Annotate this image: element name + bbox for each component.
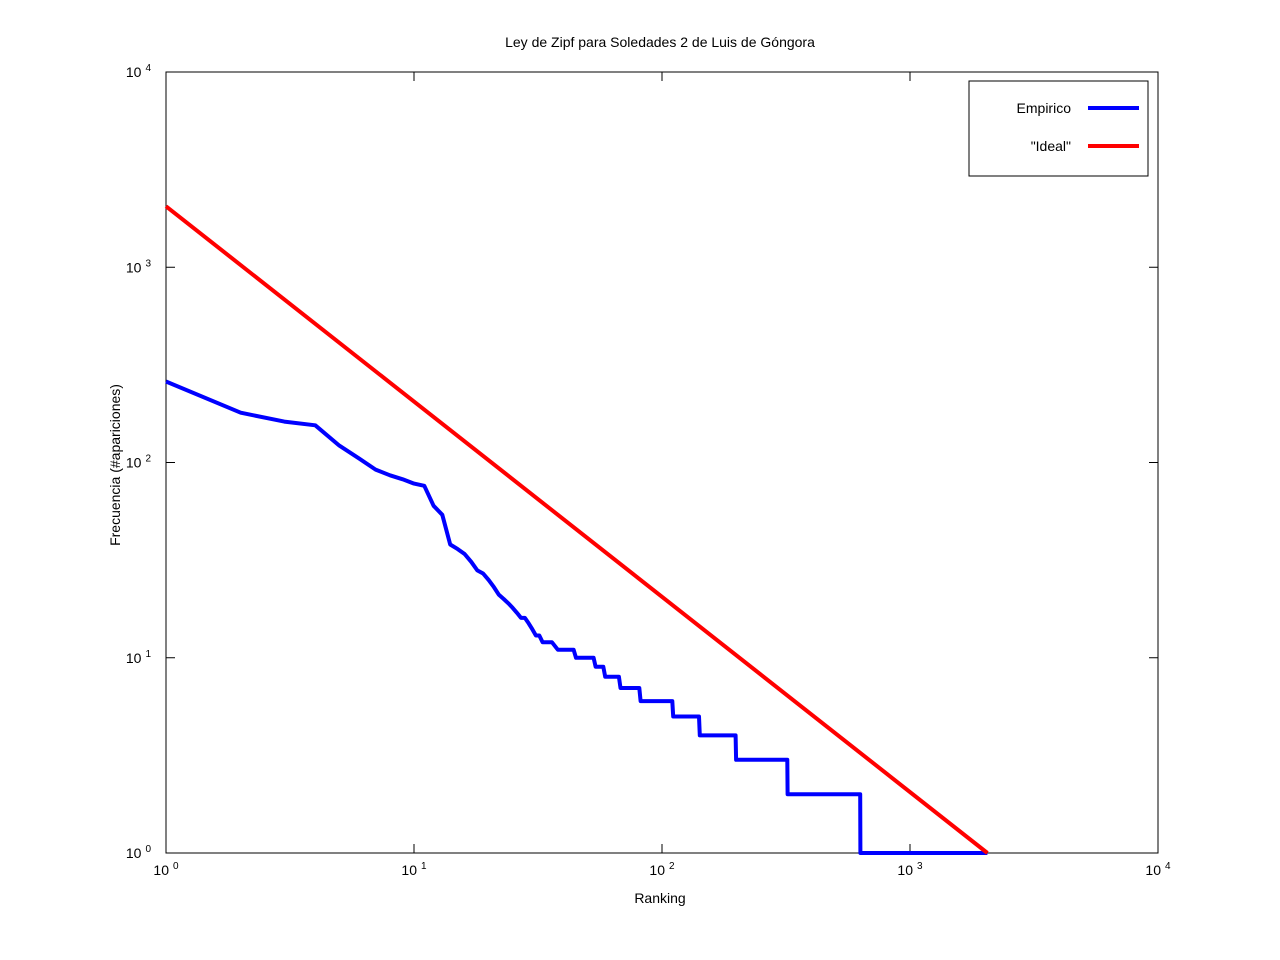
- y-tick-base: 10: [126, 64, 142, 80]
- y-tick-base: 10: [126, 259, 142, 275]
- axis-ticks: 10 0 10 1 10 2 10 3 10 410 010 110 210 310 4: [126, 63, 1171, 878]
- y-tick-exp: 1: [145, 649, 151, 660]
- y-tick-base: 10: [126, 650, 142, 666]
- series-layer: [164, 204, 989, 855]
- legend-box: [968, 80, 1149, 177]
- y-tick-label: 10 4: [126, 63, 152, 80]
- x-tick-exp: 3: [917, 861, 923, 872]
- y-axis-label: Frecuencia (#apariciones): [107, 384, 123, 546]
- y-tick-label: 10 0: [126, 844, 152, 861]
- x-tick-label: 10 4: [1145, 861, 1171, 878]
- legend-label-ideal: "Ideal": [1031, 138, 1071, 154]
- x-tick-base: 10: [153, 862, 169, 878]
- legend-label-empirico: Empirico: [1017, 100, 1072, 116]
- x-tick-exp: 1: [421, 861, 427, 872]
- y-tick-base: 10: [126, 455, 142, 471]
- x-tick-exp: 4: [1165, 861, 1171, 872]
- y-tick-label: 10 1: [126, 649, 152, 666]
- y-tick-exp: 2: [145, 454, 151, 465]
- x-axis-label: Ranking: [634, 890, 685, 906]
- x-tick-exp: 0: [173, 861, 179, 872]
- x-tick-base: 10: [401, 862, 417, 878]
- x-tick-base: 10: [649, 862, 665, 878]
- plot-frame: [165, 71, 1159, 854]
- y-tick-base: 10: [126, 845, 142, 861]
- y-tick-exp: 4: [145, 63, 151, 74]
- x-tick-label: 10 0: [153, 861, 179, 878]
- chart-title: Ley de Zipf para Soledades 2 de Luis de …: [505, 34, 815, 50]
- x-tick-label: 10 2: [649, 861, 675, 878]
- x-tick-exp: 2: [669, 861, 675, 872]
- y-tick-exp: 0: [145, 844, 151, 855]
- legend: Empirico "Ideal": [968, 80, 1149, 177]
- y-tick-exp: 3: [145, 258, 151, 269]
- y-tick-label: 10 3: [126, 258, 152, 275]
- x-tick-label: 10 3: [897, 861, 923, 878]
- x-tick-base: 10: [897, 862, 913, 878]
- series-line-ideal: [164, 204, 989, 855]
- series-line-empirico: [165, 379, 988, 855]
- x-tick-base: 10: [1145, 862, 1161, 878]
- y-tick-label: 10 2: [126, 454, 152, 471]
- x-tick-label: 10 1: [401, 861, 427, 878]
